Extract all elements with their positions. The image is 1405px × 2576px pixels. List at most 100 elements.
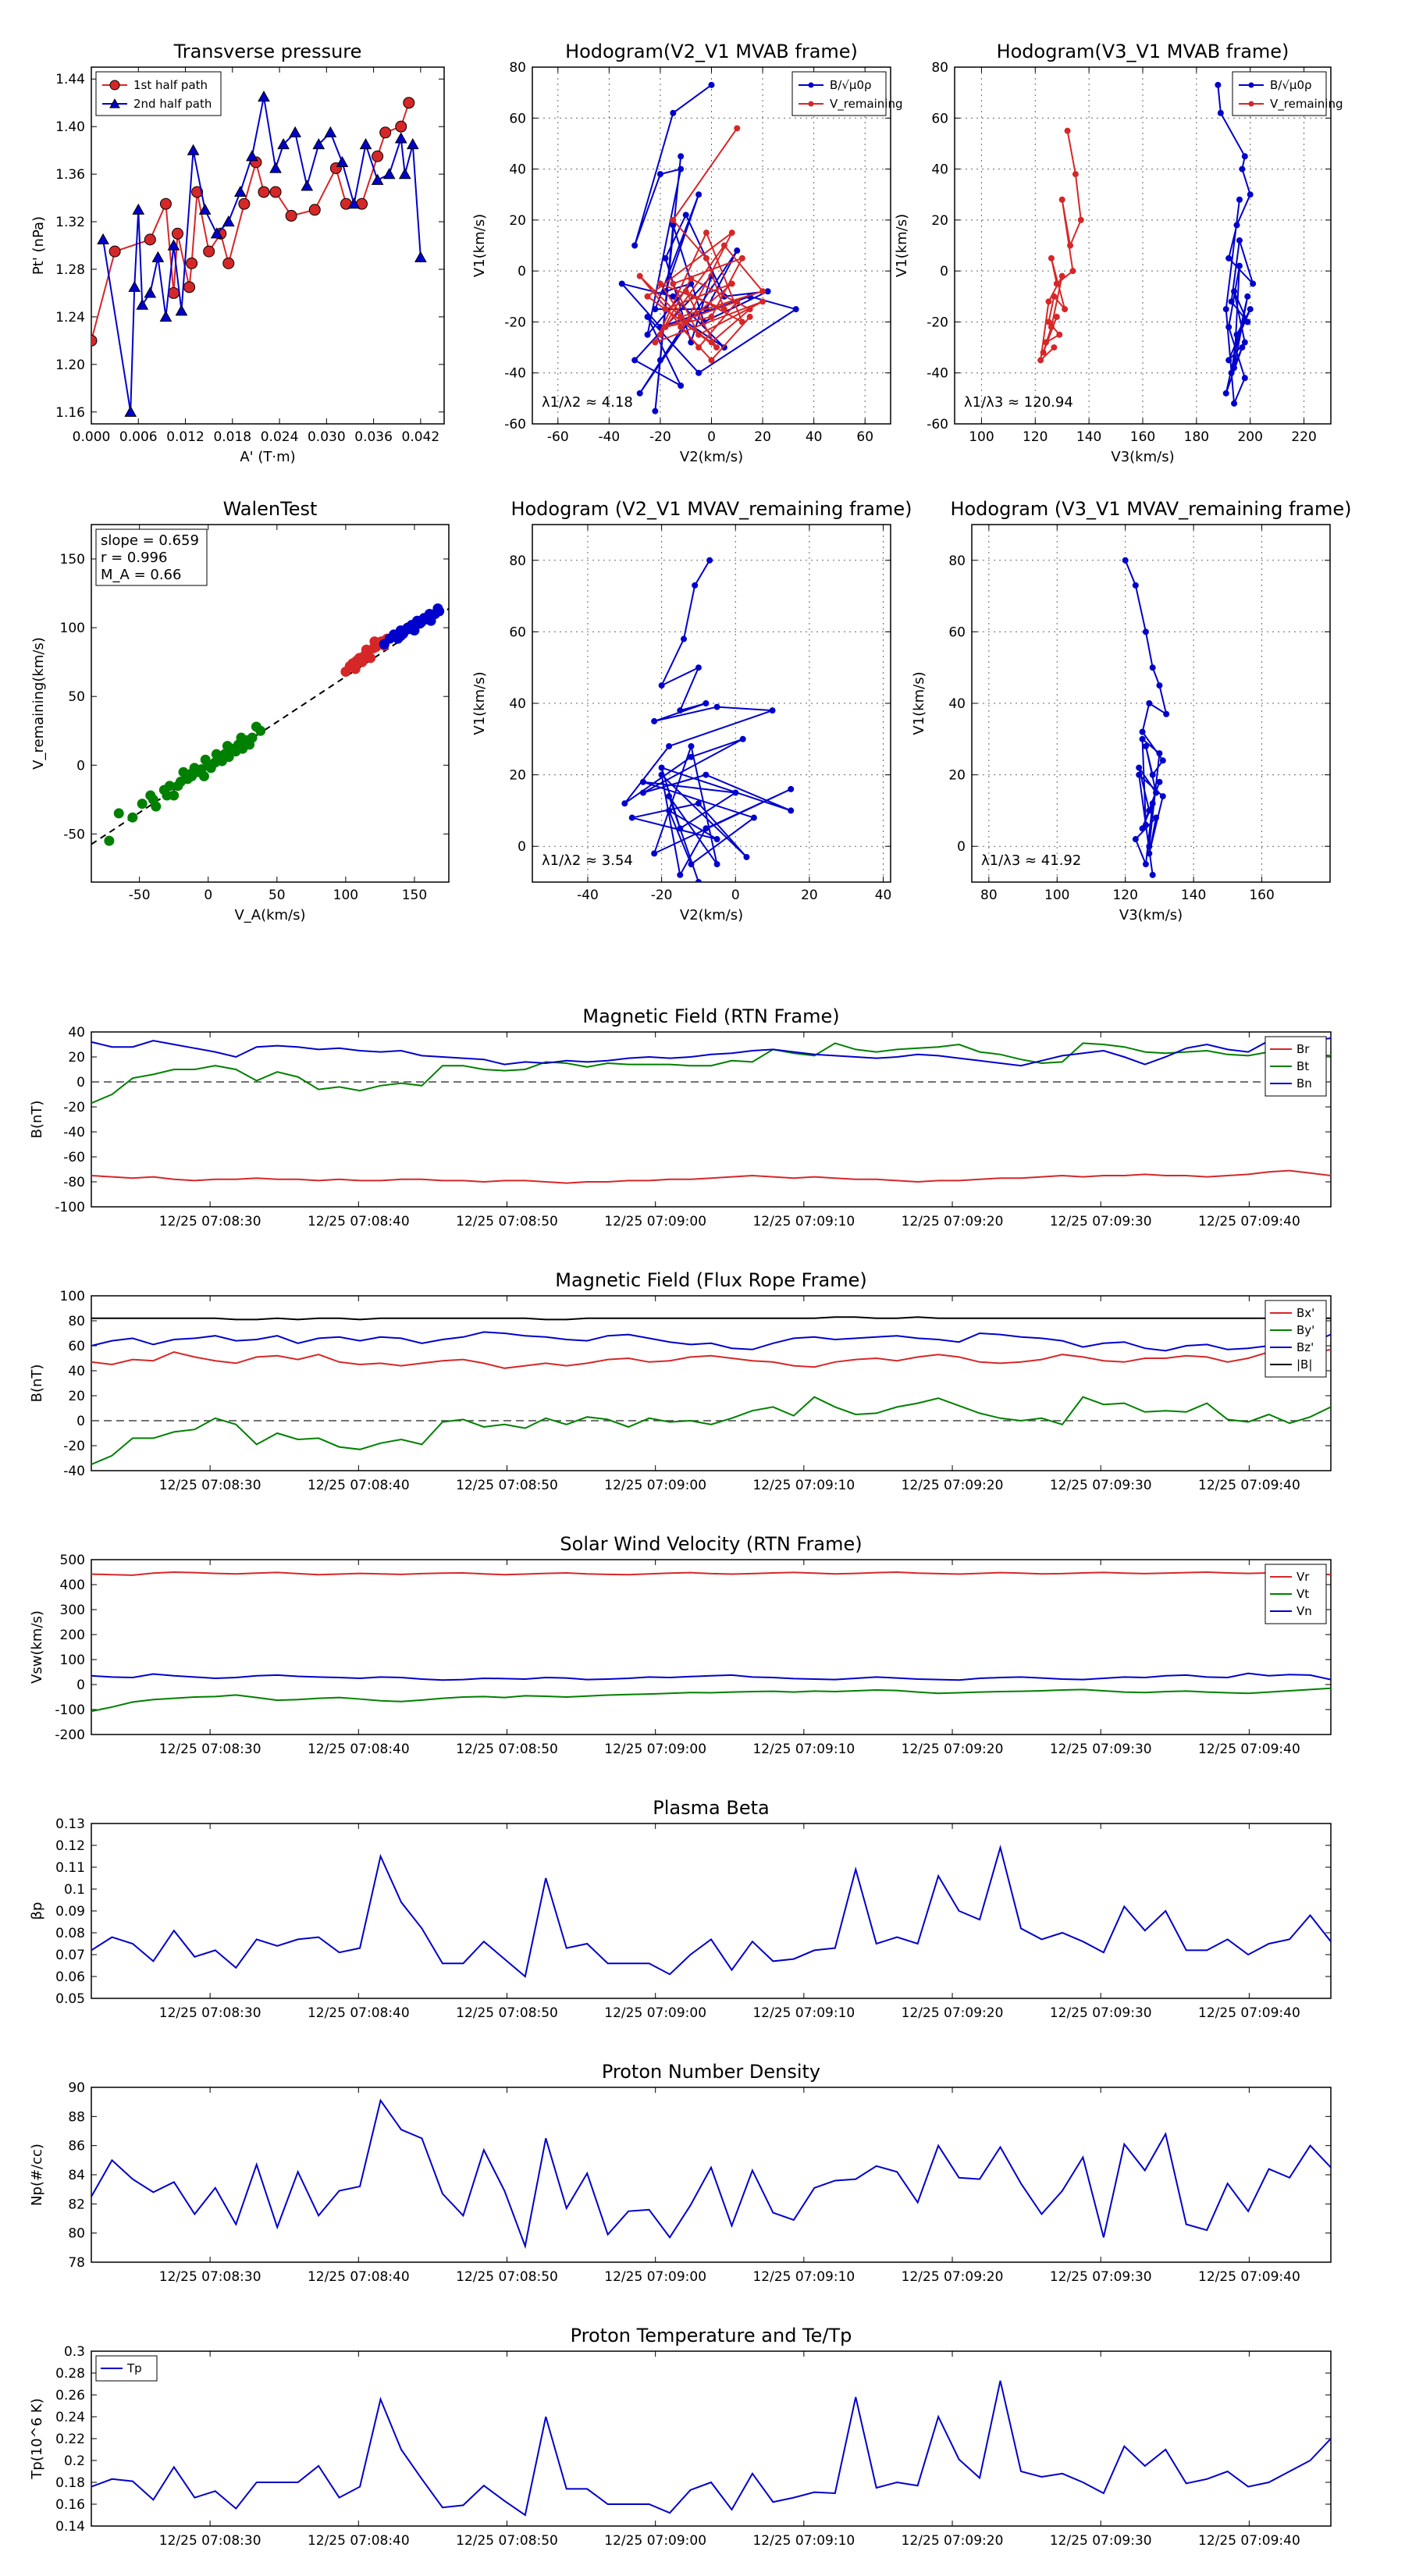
data-point — [1136, 764, 1143, 771]
data-point — [713, 703, 720, 710]
x-tick-label: 140 — [1181, 888, 1206, 903]
data-point — [1233, 331, 1240, 338]
series-line-Bz' — [91, 1331, 1331, 1352]
y-tick-label: 50 — [68, 689, 85, 705]
time-tick-label: 12/25 07:09:20 — [902, 1742, 1004, 1757]
data-point — [269, 162, 282, 173]
data-point — [406, 137, 419, 150]
data-point — [658, 764, 665, 771]
time-tick-label: 12/25 07:08:40 — [308, 1214, 410, 1229]
y-tick-label: 0.12 — [55, 1838, 85, 1854]
y-axis-label: V1(km/s) — [911, 671, 927, 735]
y-axis-label: V_remaining(km/s) — [30, 637, 47, 770]
y-tick-label: 0.16 — [55, 2497, 85, 2513]
time-tick-label: 12/25 07:09:20 — [902, 2005, 1004, 2021]
data-point — [1163, 710, 1170, 717]
plot-area — [91, 1823, 1332, 1999]
data-layer — [91, 1571, 1331, 1713]
y-tick-label: 40 — [931, 162, 948, 178]
data-point — [1132, 582, 1139, 589]
data-point — [200, 754, 211, 765]
data-point — [1228, 369, 1235, 376]
series-line-1 — [638, 127, 764, 361]
data-point — [144, 233, 156, 246]
y-tick-label: 20 — [509, 768, 526, 784]
x-tick-label: 0.024 — [261, 429, 299, 445]
legend: B/√μ0ρ V_remaining — [791, 71, 903, 116]
x-tick-label: -40 — [577, 888, 599, 903]
time-tick-label: 12/25 07:09:30 — [1050, 1214, 1152, 1229]
data-point — [1241, 339, 1248, 346]
data-point — [695, 344, 702, 351]
y-tick-label: -50 — [63, 827, 85, 842]
data-point — [198, 203, 212, 215]
time-tick-label: 12/25 07:08:40 — [308, 2269, 410, 2285]
data-point — [1231, 288, 1238, 295]
data-point — [656, 171, 663, 178]
data-point — [308, 204, 321, 216]
legend-box — [1232, 71, 1327, 116]
y-tick-label: -20 — [63, 1100, 85, 1115]
data-point — [198, 770, 209, 781]
chart-pt: 0.000 0.006 0.012 0.018 0.024 0.030 0.036 0.042… — [30, 41, 445, 465]
data-point — [236, 732, 247, 743]
y-tick-label: 80 — [509, 60, 526, 76]
data-point — [670, 280, 677, 287]
data-point — [678, 153, 685, 160]
y-tick-label: 0.26 — [55, 2388, 85, 2403]
y-tick-label: 80 — [68, 1314, 85, 1329]
y-tick-label: 1.44 — [55, 72, 85, 87]
data-point — [734, 298, 741, 305]
series-line-Br — [91, 1169, 1331, 1184]
data-point — [1149, 771, 1156, 778]
data-point — [351, 655, 362, 666]
y-tick-label: 82 — [68, 2197, 85, 2212]
data-point — [639, 778, 646, 785]
data-point — [746, 313, 753, 320]
data-point — [1146, 700, 1153, 706]
y-tick-label: 0 — [76, 1414, 85, 1429]
data-point — [1069, 268, 1076, 275]
data-point — [1051, 293, 1058, 300]
data-point — [124, 405, 137, 417]
data-point — [695, 879, 702, 882]
data-point — [395, 631, 406, 642]
y-axis-label: B(nT) — [29, 1364, 45, 1403]
data-point — [1146, 807, 1153, 814]
data-point — [662, 306, 669, 313]
data-point — [365, 653, 376, 664]
ratio-annotation: λ1/λ3 ≈ 120.94 — [964, 394, 1073, 411]
data-point — [662, 323, 669, 330]
data-point — [681, 635, 688, 642]
data-point — [369, 636, 380, 647]
data-point — [658, 682, 665, 689]
data-point — [285, 209, 297, 222]
data-point — [1146, 850, 1153, 857]
time-tick-label: 12/25 07:09:10 — [752, 2005, 855, 2021]
data-point — [708, 313, 715, 320]
data-point — [175, 304, 188, 316]
series-line-Bn — [91, 1037, 1331, 1067]
data-point — [644, 313, 651, 320]
y-tick-label: -100 — [55, 1703, 85, 1718]
y-tick-label: 40 — [509, 162, 526, 178]
data-point — [136, 298, 149, 310]
time-tick-label: 12/25 07:08:40 — [308, 1742, 410, 1757]
series-line-Bt — [91, 1042, 1331, 1105]
legend-label: Tp — [126, 2361, 142, 2375]
chart-title: Proton Temperature and Te/Tp — [571, 2325, 852, 2347]
legend: Bx' By' Bz' |B| — [1264, 1300, 1327, 1378]
time-tick-label: 12/25 07:08:30 — [159, 2005, 261, 2021]
time-tick-label: 12/25 07:08:30 — [159, 2533, 261, 2549]
y-tick-label: 100 — [60, 1289, 85, 1304]
time-tick-label: 12/25 07:08:30 — [159, 1214, 261, 1229]
x-tick-label: 40 — [806, 429, 823, 445]
data-point — [222, 215, 235, 227]
data-layer — [621, 557, 795, 882]
legend: Br Bt Bn — [1264, 1036, 1327, 1097]
y-tick-label: 200 — [60, 1628, 85, 1643]
series-line-1 — [102, 96, 422, 412]
y-tick-label: -20 — [927, 315, 948, 330]
data-point — [336, 155, 349, 167]
